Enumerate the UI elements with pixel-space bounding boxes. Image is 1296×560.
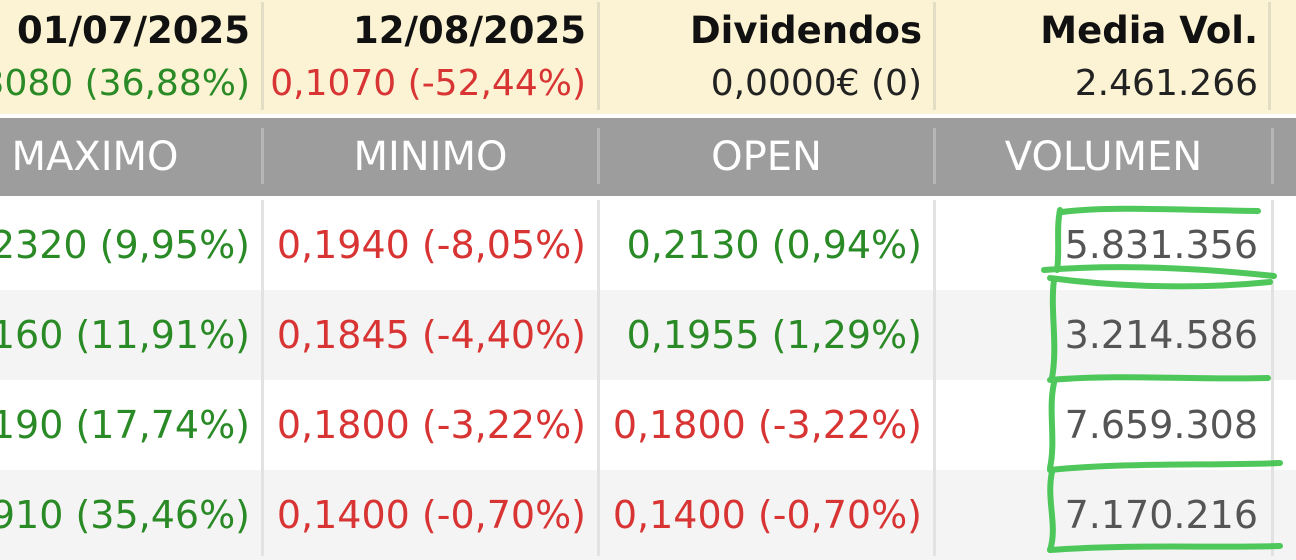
table-row[interactable]: 2320 (9,95%) 0,1940 (-8,05%) 0,2130 (0,9…: [0, 200, 1296, 290]
column-divider: [933, 200, 936, 556]
column-divider: [1271, 200, 1274, 556]
summary-divider: [933, 2, 936, 110]
summary-dividendos-title: Dividendos: [689, 9, 922, 52]
open-cell: 0,2130 (0,94%): [626, 223, 922, 267]
open-cell: 0,1400 (-0,70%): [612, 493, 922, 537]
table-header: [0, 118, 1296, 196]
table-row[interactable]: 910 (35,46%) 0,1400 (-0,70%) 0,1400 (-0,…: [0, 470, 1296, 560]
summary-date-2-value: 0,1070 (-52,44%): [270, 63, 586, 104]
column-header-maximo[interactable]: MAXIMO: [11, 134, 179, 180]
summary-date-2-title: 12/08/2025: [353, 9, 586, 52]
summary-divider: [597, 2, 600, 110]
summary-media-vol-value: 2.461.266: [1074, 63, 1258, 104]
header-divider: [597, 128, 600, 184]
table-row[interactable]: 160 (11,91%) 0,1845 (-4,40%) 0,1955 (1,2…: [0, 290, 1296, 380]
header-divider: [933, 128, 936, 184]
summary-dividendos-value: 0,0000€ (0): [710, 63, 922, 104]
volumen-cell: 3.214.586: [1064, 313, 1258, 357]
open-cell: 0,1800 (-3,22%): [612, 403, 922, 447]
column-divider: [261, 200, 264, 556]
maximo-cell: 2320 (9,95%): [0, 223, 250, 267]
column-header-minimo[interactable]: MINIMO: [353, 134, 508, 180]
maximo-cell: 160 (11,91%): [0, 313, 250, 357]
column-divider: [597, 200, 600, 556]
minimo-cell: 0,1845 (-4,40%): [276, 313, 586, 357]
maximo-cell: 910 (35,46%): [0, 493, 250, 537]
open-cell: 0,1955 (1,29%): [626, 313, 922, 357]
summary-media-vol-title: Media Vol.: [1040, 9, 1258, 52]
minimo-cell: 0,1940 (-8,05%): [276, 223, 586, 267]
summary-date-1-value: 3080 (36,88%): [0, 63, 250, 104]
minimo-cell: 0,1800 (-3,22%): [276, 403, 586, 447]
header-divider: [1271, 128, 1274, 184]
summary-bar: [0, 0, 1296, 114]
summary-date-1-title: 01/07/2025: [17, 9, 250, 52]
header-divider: [261, 128, 264, 184]
maximo-cell: 190 (17,74%): [0, 403, 250, 447]
summary-divider: [261, 2, 264, 110]
minimo-cell: 0,1400 (-0,70%): [276, 493, 586, 537]
volumen-cell: 7.659.308: [1064, 403, 1258, 447]
column-header-open[interactable]: OPEN: [711, 134, 822, 180]
column-header-volumen[interactable]: VOLUMEN: [1004, 134, 1203, 180]
summary-divider: [1268, 2, 1271, 110]
volumen-cell: 7.170.216: [1064, 493, 1258, 537]
table-row[interactable]: 190 (17,74%) 0,1800 (-3,22%) 0,1800 (-3,…: [0, 380, 1296, 470]
volumen-cell: 5.831.356: [1064, 223, 1258, 267]
